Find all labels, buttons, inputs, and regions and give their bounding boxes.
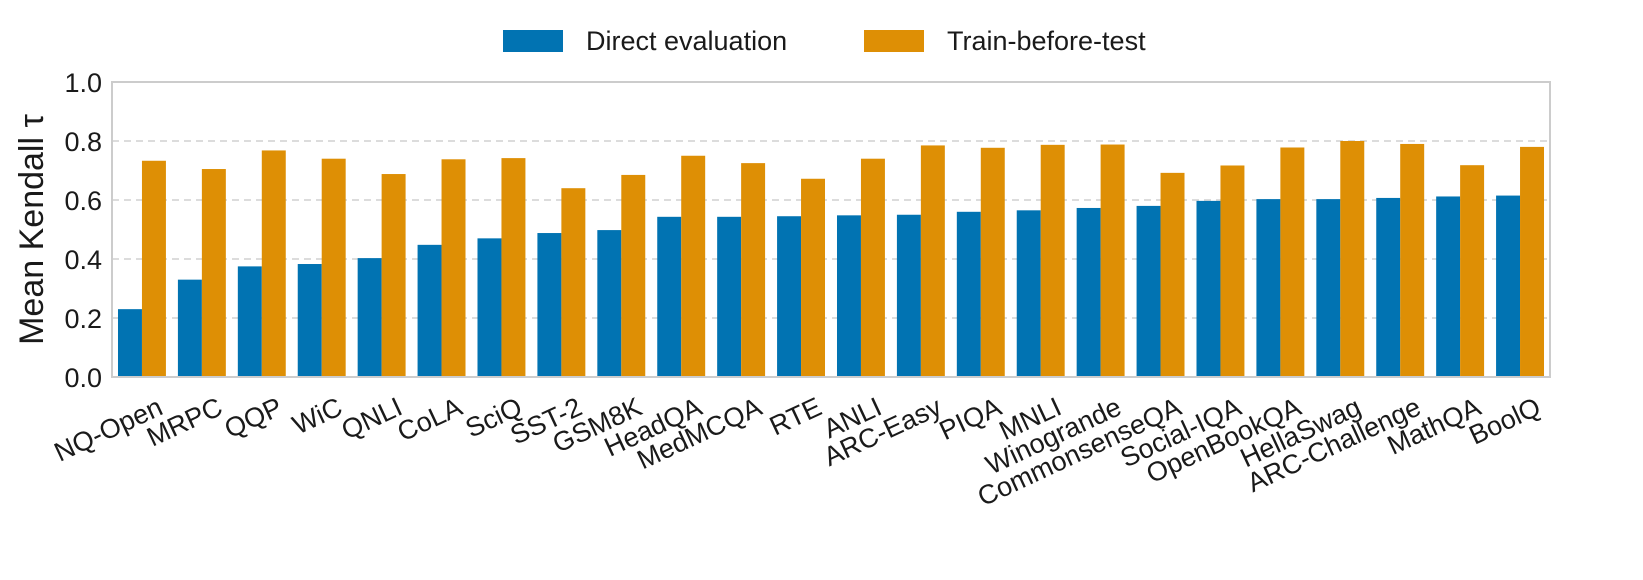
bar-train-mathqa (1460, 165, 1485, 377)
legend-label-train: Train-before-test (947, 26, 1146, 56)
bar-train-anli (860, 158, 885, 377)
legend-swatch-train (864, 30, 924, 52)
legend: Direct evaluation Train-before-test (503, 26, 1146, 56)
bar-direct-winogrande (1076, 207, 1101, 377)
x-tick-label: CoLA (393, 392, 467, 448)
bar-direct-qqp (237, 266, 262, 377)
y-axis-ticks: 0.0 0.2 0.4 0.6 0.8 1.0 (64, 68, 102, 393)
bar-train-boolq (1520, 146, 1545, 377)
bar-direct-headqa (657, 216, 682, 377)
bar-train-arc-challenge (1400, 143, 1425, 377)
bar-direct-mathqa (1436, 196, 1461, 377)
bar-train-headqa (681, 155, 706, 377)
bar-direct-mrpc (177, 279, 202, 377)
bar-train-mnli (1040, 144, 1065, 377)
bar-direct-cola (417, 244, 442, 377)
legend-label-direct: Direct evaluation (586, 26, 787, 56)
legend-swatch-direct (503, 30, 563, 52)
bar-train-qqp (261, 150, 286, 377)
x-tick-label: RTE (765, 392, 826, 442)
bar-direct-sst-2 (537, 233, 562, 377)
bar-direct-sciq (477, 238, 502, 377)
bar-direct-wic (297, 264, 322, 377)
bar-train-commonsenseqa (1160, 172, 1185, 377)
bar-direct-piqa (956, 211, 981, 377)
y-tick-label: 0.2 (64, 304, 102, 334)
bar-train-sst-2 (561, 188, 586, 377)
y-tick-label: 0.6 (64, 186, 102, 216)
x-tick-label: QQP (220, 392, 287, 445)
bar-direct-anli (836, 215, 861, 377)
y-tick-label: 1.0 (64, 68, 102, 98)
bar-train-sciq (501, 158, 526, 377)
bar-direct-nq-open (117, 309, 142, 377)
bar-direct-social-iqa (1196, 200, 1221, 377)
bar-direct-medmcqa (717, 216, 742, 377)
bar-train-winogrande (1100, 144, 1125, 377)
bar-direct-mnli (1016, 210, 1041, 377)
bar-train-mrpc (201, 169, 226, 377)
y-tick-label: 0.4 (64, 245, 102, 275)
y-tick-label: 0.0 (64, 363, 102, 393)
bar-direct-arc-easy (896, 214, 921, 377)
bar-train-gsm8k (621, 174, 646, 377)
bar-train-medmcqa (741, 163, 766, 377)
bar-train-rte (801, 178, 826, 377)
bar-train-social-iqa (1220, 165, 1245, 377)
bar-train-qnli (381, 174, 406, 377)
bar-train-nq-open (141, 160, 166, 377)
x-tick-label: WiC (288, 392, 347, 441)
bar-direct-arc-challenge (1376, 197, 1401, 377)
bar-direct-rte (777, 216, 802, 377)
bar-direct-commonsenseqa (1136, 205, 1161, 377)
bar-direct-boolq (1496, 195, 1521, 377)
bar-train-openbookqa (1280, 147, 1305, 377)
y-tick-label: 0.8 (64, 127, 102, 157)
bar-train-arc-easy (920, 145, 945, 377)
bar-direct-openbookqa (1256, 199, 1281, 377)
bar-train-hellaswag (1340, 141, 1365, 377)
y-axis-title: Mean Kendall τ (13, 114, 51, 345)
bar-direct-gsm8k (597, 230, 622, 377)
bar-direct-hellaswag (1316, 199, 1341, 377)
bar-train-piqa (980, 147, 1005, 377)
bar-train-wic (321, 158, 346, 377)
bars (117, 141, 1545, 377)
bar-train-cola (441, 159, 466, 377)
plot-frame (111, 81, 1551, 378)
bar-direct-qnli (357, 258, 382, 377)
